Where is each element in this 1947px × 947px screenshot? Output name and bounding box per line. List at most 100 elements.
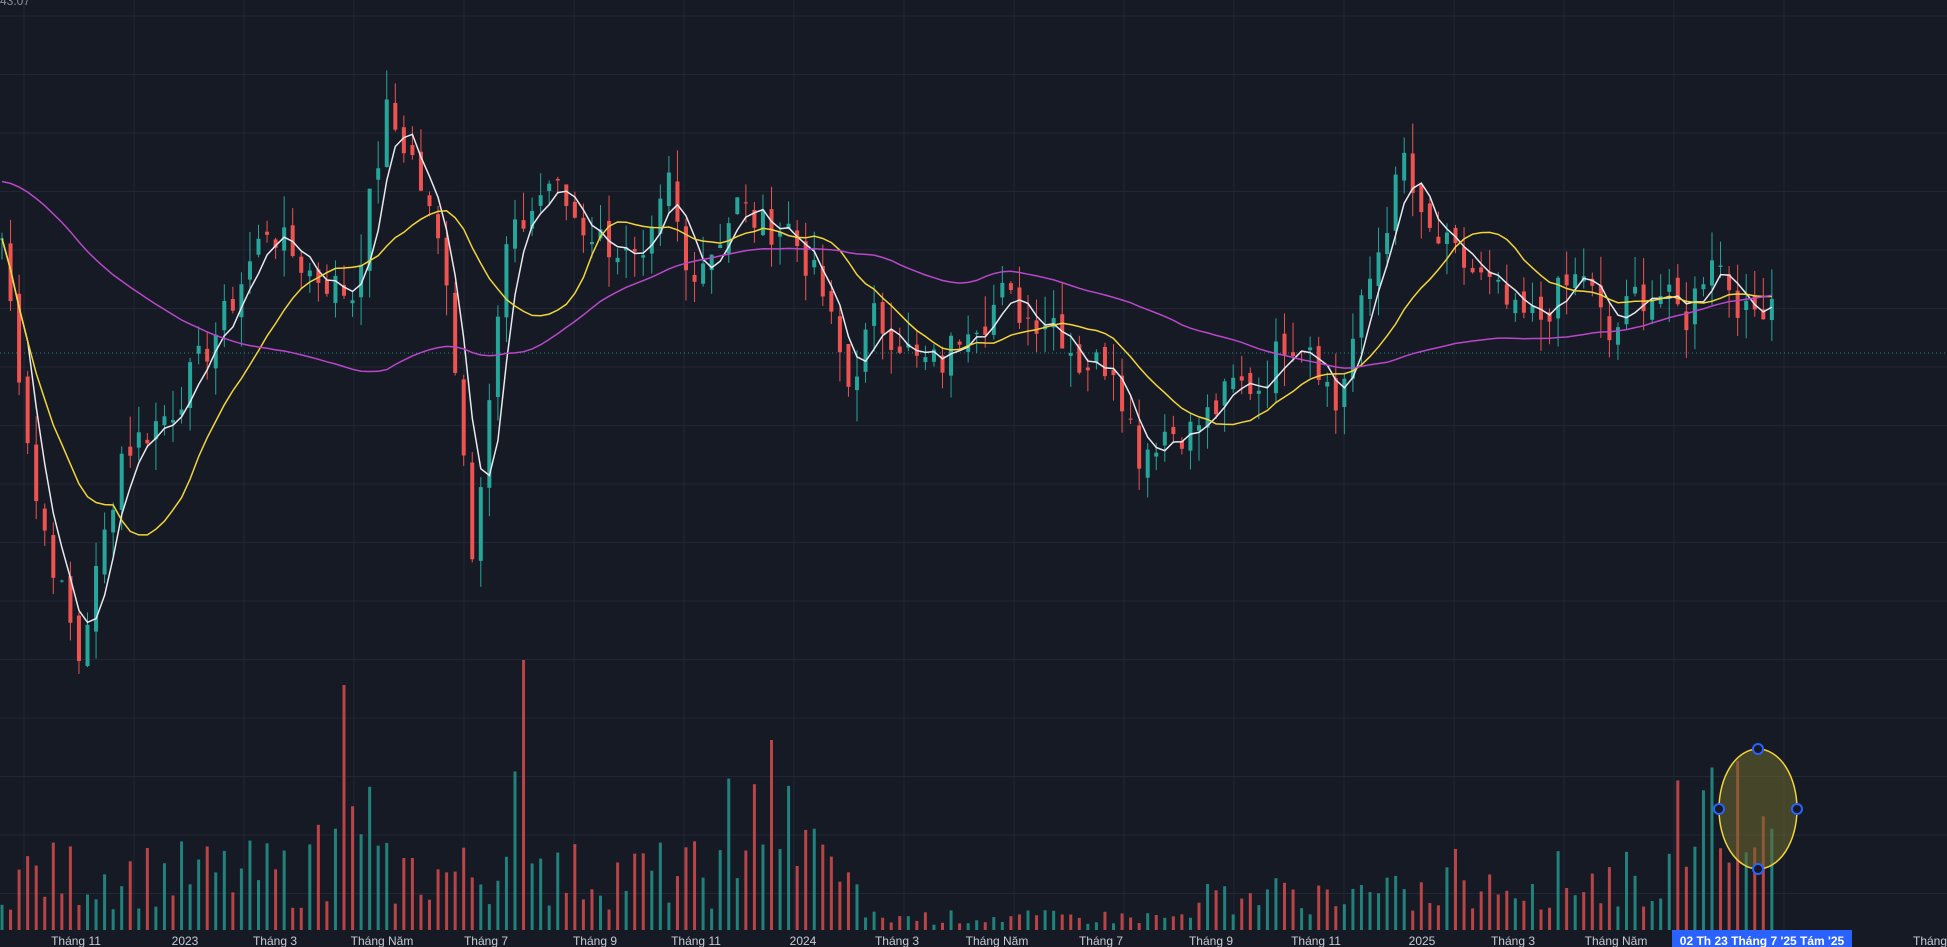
- volume-bar: [120, 886, 124, 930]
- candle-body: [974, 332, 979, 335]
- candle-body: [1359, 295, 1364, 338]
- volume-bar: [1770, 828, 1774, 930]
- ellipse-handle[interactable]: [1713, 803, 1725, 815]
- volume-bar: [1625, 851, 1628, 930]
- candle: [795, 220, 800, 263]
- candle-body: [837, 316, 842, 353]
- volume-bar: [838, 881, 842, 930]
- candle-body: [1615, 327, 1620, 345]
- candle-body: [752, 210, 757, 228]
- volume-bar: [658, 842, 662, 930]
- volume-bar: [1026, 910, 1030, 930]
- candle: [1479, 251, 1484, 281]
- volume-bar: [445, 872, 449, 930]
- candle: [367, 188, 372, 298]
- volume-bar: [180, 841, 184, 930]
- candle-body: [1256, 390, 1261, 394]
- candle: [453, 281, 458, 376]
- candle-body: [59, 580, 64, 582]
- volume-bar: [1342, 904, 1346, 930]
- candle-body: [1000, 282, 1005, 298]
- candle-body: [1530, 305, 1535, 314]
- candle-body: [1504, 284, 1509, 305]
- candle-body: [1393, 174, 1398, 231]
- volume-bar: [462, 847, 466, 930]
- candle: [846, 343, 851, 397]
- candle: [923, 345, 928, 371]
- volume-bar: [1727, 862, 1731, 930]
- volume-bar: [1436, 905, 1440, 930]
- candle-body: [1462, 246, 1467, 268]
- candle: [1000, 266, 1005, 306]
- candle: [1744, 273, 1749, 339]
- volume-bar: [402, 858, 406, 930]
- candle: [444, 220, 449, 316]
- volume-bar: [376, 845, 380, 930]
- candle: [555, 176, 560, 194]
- volume-bar: [1650, 901, 1654, 930]
- candle-body: [299, 256, 304, 273]
- candle-body: [196, 345, 201, 354]
- candle-body: [598, 229, 603, 239]
- volume-bar: [1325, 889, 1329, 930]
- volume-bar: [154, 906, 158, 930]
- candle-body: [889, 329, 894, 350]
- x-axis-highlight-label: 02 Th 23 Tháng 7 '25 Tám '25: [1680, 934, 1845, 947]
- candle: [1539, 281, 1543, 351]
- volume-bar: [1103, 911, 1107, 930]
- candle: [1624, 279, 1629, 331]
- ellipse-handle[interactable]: [1752, 863, 1764, 875]
- candle-body: [179, 409, 184, 415]
- volume-bar: [616, 862, 620, 930]
- candle-body: [1239, 376, 1244, 381]
- candle-body: [555, 179, 560, 181]
- candle: [1077, 335, 1082, 375]
- candle: [384, 70, 389, 168]
- candle-body: [701, 263, 706, 284]
- candle: [1120, 358, 1125, 433]
- candle-body: [846, 344, 851, 387]
- volume-bar: [1000, 921, 1004, 930]
- candle-body: [1154, 452, 1159, 457]
- candle: [1256, 377, 1261, 420]
- candle: [59, 579, 64, 583]
- x-axis-label: Tháng 11: [671, 934, 721, 947]
- candle-body: [1273, 341, 1278, 394]
- candle-body: [265, 231, 270, 235]
- volume-bar: [308, 844, 312, 930]
- volume-bar: [385, 842, 389, 930]
- candle-body: [1291, 352, 1296, 356]
- candle-body: [803, 241, 808, 276]
- candle-body: [1085, 367, 1090, 371]
- candle-body: [607, 220, 612, 258]
- volume-bar: [1667, 853, 1671, 930]
- x-axis-label: Tháng 7: [464, 934, 508, 947]
- x-axis-label: 2024: [790, 934, 817, 947]
- candle-body: [812, 260, 817, 268]
- candle: [401, 115, 406, 163]
- candle: [1761, 277, 1766, 320]
- candle: [1402, 137, 1407, 194]
- volume-bars: [0, 660, 1774, 930]
- candle: [957, 339, 962, 350]
- candle-body: [1410, 153, 1415, 193]
- highlight-ellipse[interactable]: [1713, 743, 1803, 875]
- candle: [564, 184, 569, 221]
- ellipse-handle[interactable]: [1752, 743, 1764, 755]
- candle: [692, 251, 697, 303]
- volume-bar: [675, 876, 679, 930]
- candle-body: [1735, 290, 1740, 318]
- volume-bar: [1146, 913, 1150, 930]
- candle: [1171, 415, 1176, 444]
- candle: [581, 203, 586, 253]
- ellipse-handle[interactable]: [1791, 803, 1803, 815]
- candle: [1085, 358, 1090, 392]
- volume-bar: [487, 904, 491, 930]
- volume-bar: [1359, 885, 1363, 930]
- candle: [1222, 378, 1227, 432]
- candle: [1393, 166, 1398, 245]
- candle: [1530, 282, 1535, 322]
- candle: [1291, 322, 1296, 362]
